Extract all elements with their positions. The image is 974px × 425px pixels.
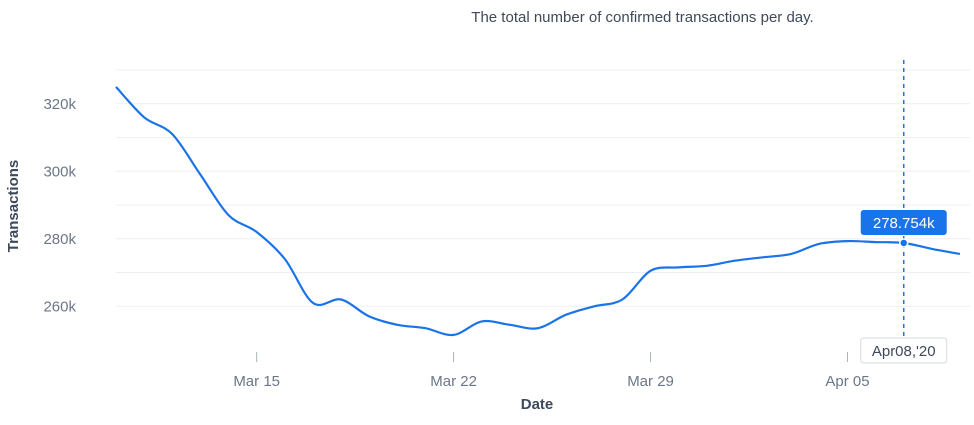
tooltip-date: Apr08,'20 [872,343,936,360]
hover-point[interactable] [898,238,909,248]
grid-lines [116,69,970,307]
tooltip-value: 278.754k [873,215,935,232]
x-axis: Mar 15 Mar 22 Mar 29 Apr 05 [233,352,870,390]
y-tick-label: 300k [43,163,76,180]
tooltip-date-badge: Apr08,'20 [860,337,948,364]
y-tick-label: 280k [43,231,76,248]
x-tick-label: Mar 29 [627,373,674,390]
y-tick-label: 320k [43,96,76,113]
x-tick-label: Mar 15 [233,373,280,390]
y-axis: 260k 280k 300k 320k [43,96,76,316]
y-tick-label: 260k [43,298,76,315]
chart-subtitle: The total number of confirmed transactio… [471,9,814,26]
x-axis-title: Date [521,396,554,413]
series-line [115,86,961,337]
y-axis-title: Transactions [5,160,22,253]
x-tick-label: Mar 22 [430,373,477,390]
x-tick-label: Apr 05 [825,373,869,390]
tooltip-value-badge: 278.754k [860,210,947,235]
series-points [114,85,962,337]
